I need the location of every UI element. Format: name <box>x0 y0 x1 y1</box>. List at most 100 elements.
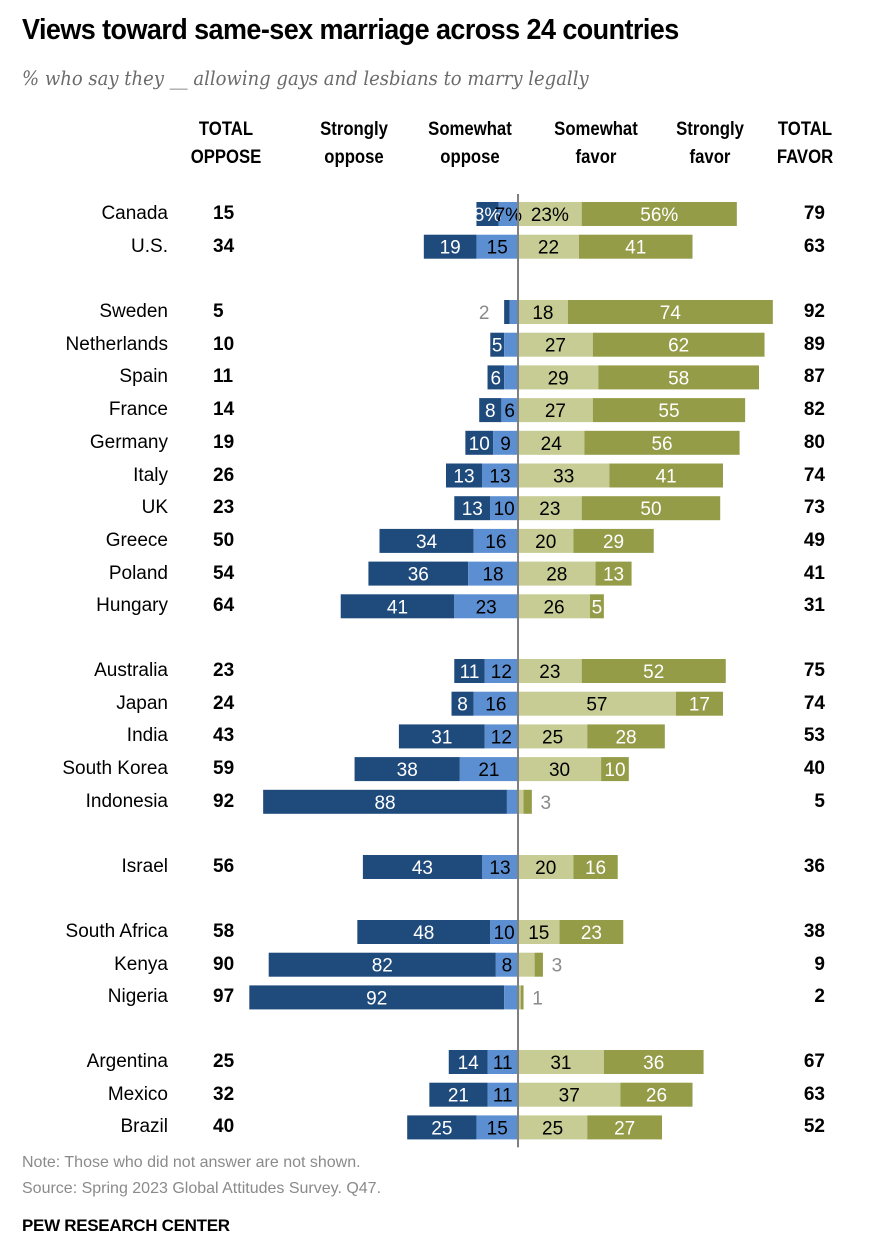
label-somewhat-favor: 23 <box>539 662 560 683</box>
label-somewhat-oppose: 21 <box>478 760 499 781</box>
label-strongly-favor: 56% <box>640 205 678 226</box>
column-header-line: favor <box>689 147 731 168</box>
bar-somewhat-oppose <box>473 691 518 716</box>
bar-strongly-favor <box>559 920 624 944</box>
label-somewhat-oppose: 18 <box>482 565 503 586</box>
bar-strongly-oppose <box>448 1050 488 1074</box>
bar-somewhat-favor <box>518 594 591 619</box>
bar-strongly-oppose <box>340 594 455 619</box>
label-strongly-favor: 41 <box>656 467 677 488</box>
label-strongly-favor: 36 <box>643 1053 664 1074</box>
bar-somewhat-oppose <box>487 1082 518 1107</box>
bar-strongly-favor <box>592 332 765 357</box>
column-header-line: FAVOR <box>776 147 834 168</box>
total-oppose-value: 54 <box>213 562 235 584</box>
total-favor-value: 38 <box>803 921 825 942</box>
bar-strongly-oppose <box>504 300 510 324</box>
label-strongly-favor: 62 <box>668 336 689 357</box>
label-strongly-favor: 50 <box>640 499 661 520</box>
country-label: Hungary <box>96 595 168 617</box>
country-label: UK <box>141 497 168 519</box>
bar-somewhat-oppose <box>459 757 518 782</box>
label-strongly-oppose: 21 <box>448 1086 469 1107</box>
label-strongly-oppose: 2 <box>479 303 490 324</box>
label-strongly-favor: 29 <box>603 532 624 553</box>
label-somewhat-favor: 23 <box>539 499 560 520</box>
country-label: Mexico <box>107 1083 168 1105</box>
total-favor-value: 53 <box>803 725 825 747</box>
bar-somewhat-favor <box>518 332 593 357</box>
country-label: Greece <box>105 529 168 551</box>
bar-somewhat-oppose <box>498 202 518 226</box>
total-oppose-value: 24 <box>213 692 235 714</box>
total-oppose-value: 11 <box>213 366 234 388</box>
total-favor-value: 89 <box>803 333 825 355</box>
label-strongly-favor: 27 <box>614 1118 635 1139</box>
total-oppose-value: 34 <box>213 235 235 257</box>
bar-strongly-oppose <box>357 920 491 944</box>
bar-somewhat-oppose <box>484 724 518 749</box>
bar-somewhat-oppose <box>493 430 518 455</box>
label-strongly-favor: 52 <box>643 662 664 683</box>
bar-strongly-favor <box>581 659 726 683</box>
bar-strongly-oppose <box>249 985 505 1010</box>
column-header-line: oppose <box>440 147 500 168</box>
label-strongly-oppose: 8 <box>485 401 496 422</box>
label-strongly-oppose: 38 <box>397 760 418 781</box>
label-somewhat-oppose: 16 <box>485 532 506 553</box>
bar-somewhat-oppose <box>476 234 518 259</box>
bar-strongly-oppose <box>407 1115 477 1140</box>
label-strongly-favor: 56 <box>651 434 672 455</box>
label-strongly-oppose: 82 <box>372 956 393 977</box>
bar-strongly-oppose <box>368 561 469 586</box>
label-somewhat-favor: 31 <box>550 1053 571 1074</box>
label-strongly-favor: 1 <box>532 988 543 1009</box>
label-strongly-oppose: 25 <box>431 1118 452 1139</box>
bar-somewhat-oppose <box>468 561 518 586</box>
country-label: Italy <box>133 464 168 486</box>
bar-strongly-favor <box>573 528 654 553</box>
country-label: Australia <box>94 660 168 681</box>
label-somewhat-favor: 20 <box>535 532 556 553</box>
country-label: Argentina <box>86 1051 168 1072</box>
bar-strongly-favor <box>590 594 604 619</box>
bar-somewhat-favor <box>518 528 574 553</box>
bar-somewhat-favor <box>518 789 524 814</box>
label-somewhat-oppose: 13 <box>489 467 510 488</box>
bar-somewhat-favor <box>518 365 599 390</box>
total-oppose-value: 25 <box>213 1051 235 1072</box>
label-somewhat-oppose: 10 <box>494 923 515 944</box>
column-header-line: Somewhat <box>428 119 512 140</box>
label-strongly-favor: 16 <box>585 858 606 879</box>
label-strongly-favor: 41 <box>625 238 646 259</box>
bar-somewhat-oppose <box>504 985 518 1010</box>
total-favor-value: 74 <box>803 692 825 714</box>
total-favor-value: 75 <box>803 660 825 681</box>
bar-somewhat-favor <box>518 920 560 944</box>
label-strongly-oppose: 10 <box>469 434 490 455</box>
total-favor-value: 73 <box>803 497 825 519</box>
total-favor-value: 74 <box>803 464 825 486</box>
country-label: South Africa <box>65 921 168 942</box>
label-somewhat-favor: 37 <box>559 1086 580 1107</box>
country-label: Canada <box>101 203 168 224</box>
total-oppose-value: 23 <box>213 660 235 681</box>
bar-somewhat-favor <box>518 561 596 586</box>
label-strongly-oppose: 6 <box>491 368 502 389</box>
total-favor-value: 41 <box>803 562 825 584</box>
column-header-line: TOTAL <box>198 119 254 140</box>
bar-somewhat-oppose <box>454 594 518 619</box>
country-label: Germany <box>89 431 168 453</box>
country-label: Nigeria <box>107 986 168 1008</box>
total-oppose-value: 14 <box>213 399 235 421</box>
total-oppose-value: 43 <box>213 725 235 747</box>
label-somewhat-favor: 25 <box>542 1118 563 1139</box>
bar-somewhat-oppose <box>481 855 518 879</box>
label-somewhat-oppose: 6 <box>504 401 515 422</box>
bar-somewhat-oppose <box>504 365 518 390</box>
label-strongly-oppose: 19 <box>440 238 461 259</box>
column-header-line: Strongly <box>676 119 744 140</box>
bar-somewhat-oppose <box>481 463 518 488</box>
bar-somewhat-oppose <box>490 920 518 944</box>
label-somewhat-oppose: 16 <box>485 695 506 716</box>
